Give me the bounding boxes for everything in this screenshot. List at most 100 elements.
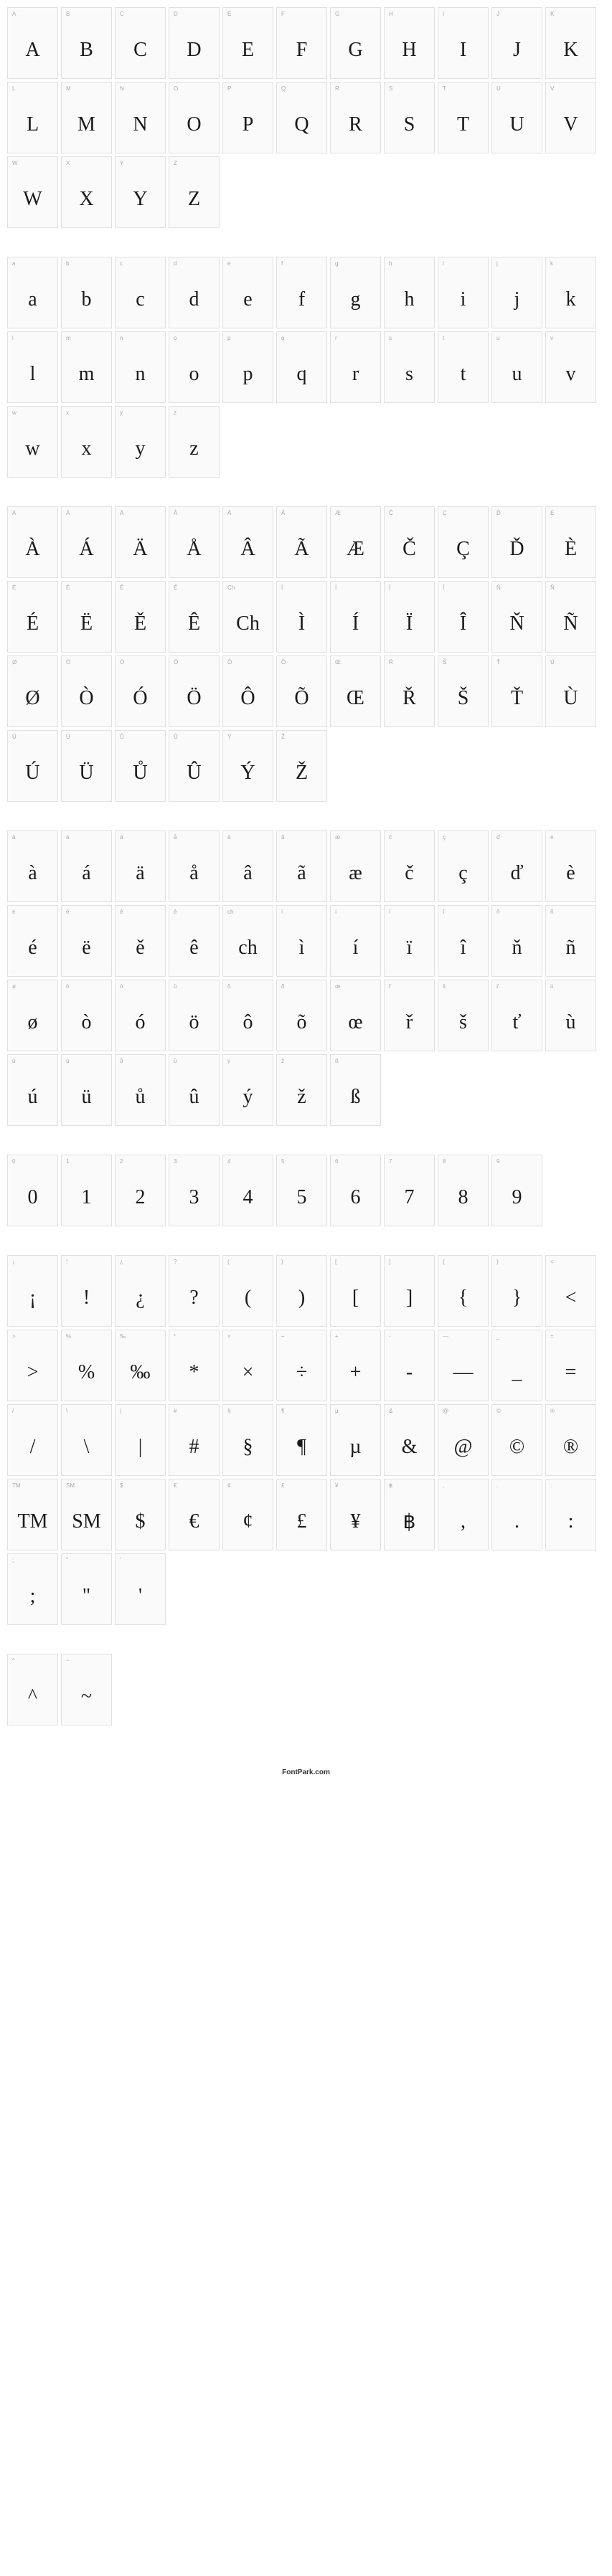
glyph-card: ññ: [545, 905, 596, 977]
glyph-card: ÷÷: [276, 1330, 327, 1401]
glyph-section-lowercase-accented: ààááääååââããææččççďďèèééëëěěêêchchììííïï…: [7, 830, 605, 1126]
glyph-char: ^: [8, 1669, 57, 1725]
glyph-label: 8: [438, 1155, 488, 1170]
glyph-label: č: [385, 831, 434, 846]
glyph-char: ¥: [331, 1494, 380, 1550]
glyph-label: m: [62, 332, 111, 346]
glyph-label: ): [277, 1256, 326, 1270]
glyph-card: ÂÂ: [222, 506, 273, 578]
glyph-card: ©©: [491, 1404, 542, 1476]
glyph-label: Ů: [116, 731, 165, 745]
glyph-card: üü: [61, 1054, 112, 1126]
glyph-char: a: [8, 272, 57, 328]
glyph-label: Ô: [223, 656, 273, 671]
glyph-char: D: [169, 22, 219, 78]
glyph-char: <: [546, 1270, 595, 1326]
glyph-char: 8: [438, 1170, 488, 1226]
glyph-label: !: [62, 1256, 111, 1270]
glyph-card: ,,: [438, 1479, 489, 1550]
glyph-card: nn: [115, 331, 166, 403]
glyph-char: ü: [62, 1069, 111, 1125]
glyph-card: 33: [169, 1155, 220, 1226]
glyph-label: b: [62, 257, 111, 272]
glyph-label: U: [492, 82, 542, 97]
glyph-card: )): [276, 1255, 327, 1327]
glyph-char: —: [438, 1345, 488, 1401]
glyph-card: ((: [222, 1255, 273, 1327]
glyph-card: WW: [7, 156, 58, 228]
glyph-card: èè: [545, 830, 596, 902]
glyph-card: ÏÏ: [384, 581, 435, 653]
glyph-char: ô: [223, 995, 273, 1051]
glyph-char: m: [62, 346, 111, 402]
glyph-label: Ï: [385, 582, 434, 596]
glyph-card: uu: [491, 331, 542, 403]
glyph-label: 9: [492, 1155, 542, 1170]
glyph-char: A: [8, 22, 57, 78]
glyph-label: œ: [331, 980, 380, 995]
glyph-label: â: [223, 831, 273, 846]
glyph-char: f: [277, 272, 326, 328]
glyph-char: l: [8, 346, 57, 402]
glyph-label: P: [223, 82, 273, 97]
glyph-card: ÙÙ: [545, 655, 596, 727]
glyph-label: ¡: [8, 1256, 57, 1270]
glyph-char: Ï: [385, 596, 434, 652]
glyph-label: M: [62, 82, 111, 97]
glyph-char: ø: [8, 995, 57, 1051]
glyph-label: î: [438, 906, 488, 920]
glyph-card: ÔÔ: [222, 655, 273, 727]
glyph-label: W: [8, 157, 57, 171]
glyph-label: 5: [277, 1155, 326, 1170]
glyph-label: Ò: [62, 656, 111, 671]
glyph-label: q: [277, 332, 326, 346]
glyph-card: mm: [61, 331, 112, 403]
glyph-char: H: [385, 22, 434, 78]
glyph-label: I: [438, 8, 488, 22]
glyph-card: ÓÓ: [115, 655, 166, 727]
glyph-char: L: [8, 97, 57, 153]
glyph-label: g: [331, 257, 380, 272]
glyph-card: ÅÅ: [169, 506, 220, 578]
glyph-label: Ä: [116, 507, 165, 521]
glyph-card: áá: [61, 830, 112, 902]
glyph-card: 00: [7, 1155, 58, 1226]
glyph-card: jj: [491, 257, 542, 328]
glyph-label: è: [546, 831, 595, 846]
glyph-card: îî: [438, 905, 489, 977]
glyph-card: ØØ: [7, 655, 58, 727]
glyph-label: .: [492, 1479, 542, 1494]
glyph-char: ê: [169, 920, 219, 976]
glyph-char: ò: [62, 995, 111, 1051]
glyph-char: Ñ: [546, 596, 595, 652]
glyph-char: Û: [169, 745, 219, 801]
glyph-label: Ì: [277, 582, 326, 596]
glyph-label: w: [8, 407, 57, 421]
glyph-label: ¢: [223, 1479, 273, 1494]
glyph-char: ñ: [546, 920, 595, 976]
glyph-label: s: [385, 332, 434, 346]
glyph-label: Ó: [116, 656, 165, 671]
glyph-label: Ü: [62, 731, 111, 745]
glyph-label: Ù: [546, 656, 595, 671]
glyph-char: â: [223, 846, 273, 901]
glyph-char: í: [331, 920, 380, 976]
glyph-label: ÷: [277, 1330, 326, 1345]
glyph-card: ##: [169, 1404, 220, 1476]
glyph-char: 9: [492, 1170, 542, 1226]
glyph-label: Č: [385, 507, 434, 521]
glyph-card: JJ: [491, 7, 542, 79]
glyph-label: Õ: [277, 656, 326, 671]
glyph-char: r: [331, 346, 380, 402]
glyph-card: ‰‰: [115, 1330, 166, 1401]
glyph-card: ||: [115, 1404, 166, 1476]
glyph-char: ‰: [116, 1345, 165, 1401]
glyph-char: Í: [331, 596, 380, 652]
glyph-label: ×: [223, 1330, 273, 1345]
glyph-card: gg: [330, 257, 381, 328]
glyph-label: V: [546, 82, 595, 97]
glyph-card: ÎÎ: [438, 581, 489, 653]
glyph-card: zz: [169, 406, 220, 478]
glyph-card: ÍÍ: [330, 581, 381, 653]
glyph-char: 1: [62, 1170, 111, 1226]
